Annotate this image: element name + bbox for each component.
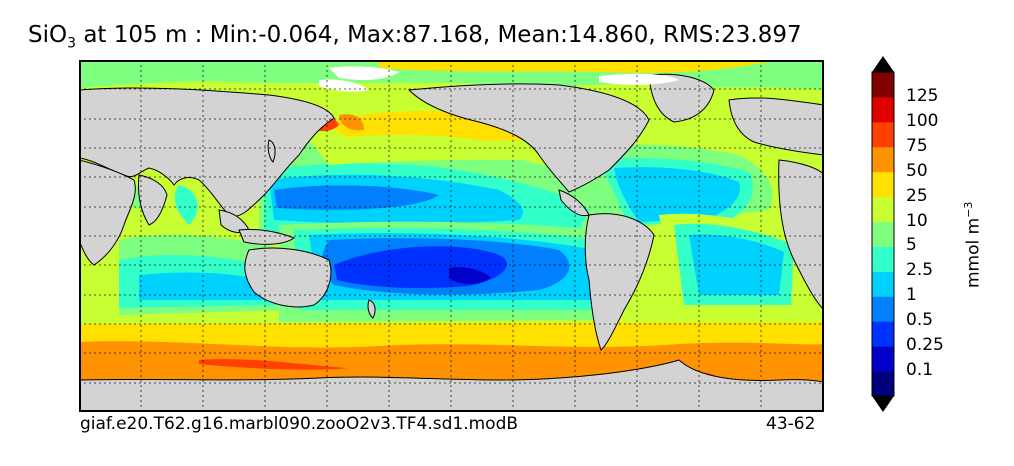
colorbar-segment: [872, 121, 894, 148]
africa: [79, 159, 136, 266]
arctic-ice: [329, 66, 399, 80]
natl-2_5: [614, 167, 740, 222]
colorbar-units: mmol m−3: [962, 201, 984, 288]
japan: [267, 139, 276, 163]
colorbar-segment: [872, 146, 894, 173]
plot-title: SiO3 at 105 m : Min:-0.064, Max:87.168, …: [28, 22, 802, 52]
colorbar-segment: [872, 271, 894, 297]
sea-ice-2: [319, 79, 369, 92]
bay-bengal: [174, 185, 198, 225]
map-panel: [79, 60, 824, 412]
colorbar-segment: [872, 196, 894, 223]
colorbar-tick-label: 0.1: [906, 360, 934, 381]
land: [79, 73, 824, 412]
colorbar-tick-label: 25: [906, 185, 928, 206]
new-zealand: [367, 299, 376, 319]
colorbar: [862, 52, 1002, 422]
colorbar-tick-label: 10: [906, 210, 928, 231]
colorbar-segment: [872, 371, 894, 397]
colorbar-tick-label: 1: [906, 285, 917, 306]
map-frame: [79, 60, 824, 412]
colorbar-segment: [872, 296, 894, 322]
satl-2_5: [689, 234, 784, 295]
colorbar-segment: [872, 346, 894, 372]
north-america: [407, 83, 650, 193]
sea-ice-1: [599, 73, 679, 85]
colorbar-segment: [872, 72, 894, 98]
colorbar-frame: [871, 71, 895, 397]
greenland: [648, 73, 715, 123]
colorbar-tick-label: 50: [906, 160, 928, 181]
colorbar-tick-label: 0.25: [906, 335, 944, 356]
africa-east: [778, 159, 824, 311]
colorbar-tick-label: 2.5: [906, 260, 934, 281]
india: [138, 174, 168, 226]
colorbar-extend-min: [872, 396, 894, 412]
colorbar-segment: [872, 221, 894, 247]
graticule: [79, 60, 824, 412]
colorbar-tick-label: 75: [906, 135, 928, 156]
antarctica: [79, 359, 824, 412]
colorbar-tick-label: 0.5: [906, 310, 934, 331]
indonesia: [238, 229, 296, 245]
colorbar-extend-max: [872, 56, 894, 72]
spac-0_25: [449, 267, 491, 284]
colorbar-segment: [872, 96, 894, 123]
south-america: [584, 213, 655, 351]
australia: [244, 247, 332, 308]
southern-band-25: [79, 322, 824, 350]
npac-north-10: [309, 135, 569, 165]
year-range: 43-62: [766, 414, 816, 434]
southern-band-75: [199, 359, 349, 370]
arctic-25: [379, 60, 779, 73]
colorbar-segment: [872, 246, 894, 272]
colorbar-tick-label: 125: [906, 85, 939, 106]
okhotsk-50: [339, 114, 364, 131]
npac-1: [274, 185, 439, 210]
colorbar-tick-label: 5: [906, 235, 917, 256]
case-name: giaf.e20.T62.g16.marbl090.zooO2v3.TF4.sd…: [80, 414, 519, 434]
colorbar-segment: [872, 321, 894, 347]
europe: [728, 97, 824, 156]
colorbar-tick-label: 100: [906, 110, 939, 131]
colorbar-segment: [872, 171, 894, 198]
